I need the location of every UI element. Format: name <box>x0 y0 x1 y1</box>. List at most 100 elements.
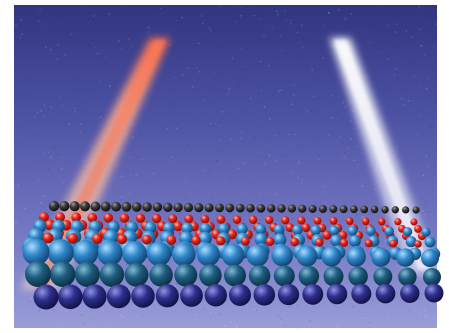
red-atom <box>67 233 78 244</box>
noise-speck <box>120 47 122 50</box>
black-atom <box>225 203 235 213</box>
noise-speck <box>255 85 257 87</box>
noise-speck <box>102 310 104 312</box>
cyan-atom <box>330 234 343 247</box>
noise-speck <box>341 157 343 160</box>
noise-speck <box>172 65 174 68</box>
noise-speck <box>117 85 119 88</box>
noise-speck <box>100 220 102 222</box>
noise-speck <box>425 154 428 156</box>
red-atom <box>339 238 349 247</box>
noise-speck <box>371 78 374 80</box>
noise-speck <box>418 114 420 116</box>
noise-speck <box>289 19 292 21</box>
red-atom <box>216 215 226 224</box>
noise-speck <box>212 35 214 37</box>
noise-speck <box>39 10 41 12</box>
noise-speck <box>231 18 233 20</box>
noise-speck <box>432 317 434 319</box>
noise-speck <box>38 6 41 8</box>
noise-speck <box>211 196 213 198</box>
noise-speck <box>408 112 410 114</box>
noise-speck <box>240 187 243 189</box>
noise-speck <box>17 184 19 187</box>
noise-speck <box>306 176 308 178</box>
noise-speck <box>177 161 179 163</box>
noise-speck <box>284 325 286 327</box>
noise-speck <box>85 89 88 91</box>
red-atom <box>42 232 54 244</box>
noise-speck <box>214 123 217 125</box>
black-atom <box>131 202 142 212</box>
noise-speck <box>280 322 282 324</box>
noise-speck <box>391 109 394 111</box>
noise-speck <box>98 81 100 83</box>
noise-speck <box>288 305 290 308</box>
navy-atom <box>277 283 300 306</box>
noise-speck <box>55 47 57 49</box>
noise-speck <box>431 40 434 42</box>
noise-speck <box>401 34 403 36</box>
red-atom <box>345 217 354 225</box>
navy-atom <box>155 284 179 308</box>
noise-speck <box>81 314 83 316</box>
noise-speck <box>161 149 163 151</box>
navy-atom <box>424 283 444 303</box>
noise-speck <box>189 146 191 149</box>
noise-speck <box>128 38 130 40</box>
noise-speck <box>208 171 210 174</box>
noise-speck <box>427 131 430 133</box>
black-atom <box>163 202 173 212</box>
navy-atom <box>302 283 324 305</box>
noise-speck <box>408 100 410 102</box>
noise-speck <box>331 95 333 97</box>
noise-speck <box>317 158 320 161</box>
noise-speck <box>197 124 199 127</box>
noise-speck <box>71 38 73 40</box>
noise-speck <box>199 133 201 135</box>
noise-speck <box>414 283 416 285</box>
noise-speck <box>21 167 23 169</box>
noise-speck <box>36 111 39 114</box>
noise-speck <box>50 48 52 51</box>
noise-speck <box>362 145 365 147</box>
noise-speck <box>47 151 49 153</box>
noise-speck <box>91 29 93 31</box>
noise-speck <box>344 106 346 108</box>
noise-speck <box>152 82 154 84</box>
noise-speck <box>198 71 201 73</box>
noise-speck <box>44 115 46 118</box>
noise-speck <box>424 213 426 216</box>
noise-speck <box>22 142 25 144</box>
noise-speck <box>115 32 117 34</box>
noise-speck <box>49 170 51 173</box>
noise-speck <box>80 123 82 125</box>
noise-speck <box>364 317 366 319</box>
noise-speck <box>312 110 314 112</box>
noise-speck <box>231 57 233 60</box>
noise-speck <box>74 107 76 109</box>
noise-speck <box>122 317 124 319</box>
noise-speck <box>229 177 231 179</box>
noise-speck <box>353 124 355 126</box>
noise-speck <box>57 44 59 46</box>
noise-speck <box>345 17 347 19</box>
teal-atom <box>273 265 295 287</box>
noise-speck <box>173 129 175 131</box>
noise-speck <box>197 40 200 43</box>
noise-speck <box>28 301 30 303</box>
noise-speck <box>232 82 234 84</box>
noise-speck <box>194 313 197 316</box>
noise-speck <box>236 78 238 80</box>
noise-speck <box>240 47 243 50</box>
noise-speck <box>271 63 273 65</box>
noise-speck <box>136 324 138 326</box>
noise-speck <box>15 25 17 27</box>
noise-speck <box>418 308 420 310</box>
noise-speck <box>321 115 323 118</box>
cyan-atom <box>171 242 196 267</box>
noise-speck <box>94 46 96 49</box>
noise-speck <box>309 304 311 306</box>
noise-speck <box>263 106 266 108</box>
noise-speck <box>387 58 390 60</box>
